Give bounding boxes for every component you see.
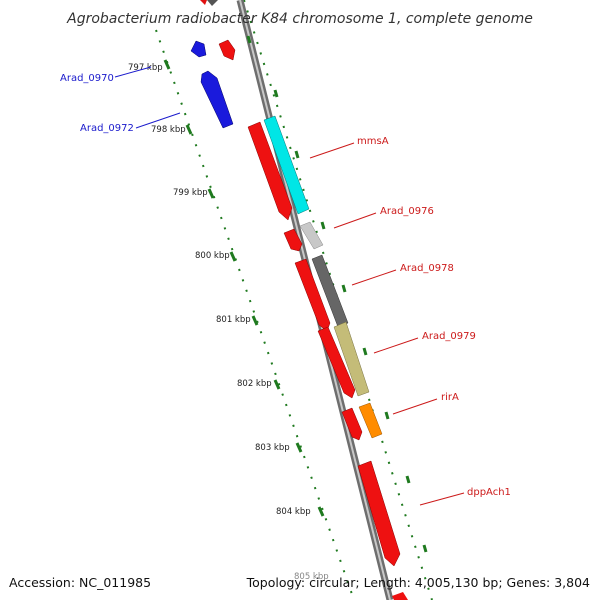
gene-red-top[interactable]	[218, 39, 236, 61]
gene-top-red[interactable]	[200, 0, 207, 5]
gene-top-grey[interactable]	[207, 0, 218, 6]
gene-bottom-red[interactable]	[392, 592, 408, 600]
summary-text: Topology: circular; Length: 4,005,130 bp…	[246, 575, 590, 590]
gene-rirA-red[interactable]	[341, 407, 363, 441]
leader-arad-0978	[351, 269, 397, 286]
tick-label-800: 800 kbp	[195, 251, 230, 261]
label-rirA[interactable]: rirA	[441, 392, 459, 403]
leader-arad-0979	[373, 337, 419, 354]
leader-arad-0972	[135, 112, 181, 129]
gene-arad-0970-arrow[interactable]	[190, 40, 207, 58]
tick-label-805: 805 kbp	[294, 572, 329, 582]
tick-label-804: 804 kbp	[276, 507, 311, 517]
label-arad-0978[interactable]: Arad_0978	[400, 263, 454, 274]
map-title: Agrobacterium radiobacter K84 chromosome…	[66, 11, 533, 27]
gene-arad-0976-grey[interactable]	[299, 221, 324, 250]
tick-label-799: 799 kbp	[173, 188, 208, 198]
gene-arad-0976-red[interactable]	[283, 228, 303, 252]
tick-label-802: 802 kbp	[237, 379, 272, 389]
tick-label-797: 797 kbp	[128, 63, 163, 73]
gene-rirA-orange[interactable]	[358, 402, 383, 439]
leader-dppAch1	[419, 492, 465, 506]
tick-label-803: 803 kbp	[255, 443, 290, 453]
label-arad-0970[interactable]: Arad_0970	[60, 73, 114, 84]
inner-ticks	[163, 59, 325, 517]
label-arad-0976[interactable]: Arad_0976	[380, 206, 434, 217]
leader-arad-0976	[333, 212, 377, 229]
gene-arad-0978-dark[interactable]	[311, 254, 349, 328]
label-arad-0972[interactable]: Arad_0972	[80, 123, 134, 134]
label-mmsA[interactable]: mmsA	[357, 136, 389, 147]
tick-label-801: 801 kbp	[216, 315, 251, 325]
gene-dppAch1-red[interactable]	[357, 460, 401, 567]
outer-ticks	[246, 35, 428, 553]
leader-mmsA	[309, 142, 355, 159]
leader-arad-0970	[114, 66, 152, 78]
gene-arad-0979-khaki[interactable]	[333, 321, 370, 397]
gene-mmsA-cyan[interactable]	[263, 115, 310, 215]
leader-rirA	[392, 398, 438, 415]
gene-mmsA-red[interactable]	[247, 121, 293, 221]
gene-arad-0972-arrow[interactable]	[200, 70, 234, 129]
tick-label-798: 798 kbp	[151, 125, 186, 135]
inner-tick-track	[155, 29, 355, 600]
gene-arad-0978-red[interactable]	[294, 258, 331, 332]
accession-text: Accession: NC_011985	[9, 575, 151, 590]
label-dppAch1[interactable]: dppAch1	[467, 487, 511, 498]
label-arad-0979[interactable]: Arad_0979	[422, 331, 476, 342]
gene-arad-0979-red[interactable]	[317, 326, 356, 399]
